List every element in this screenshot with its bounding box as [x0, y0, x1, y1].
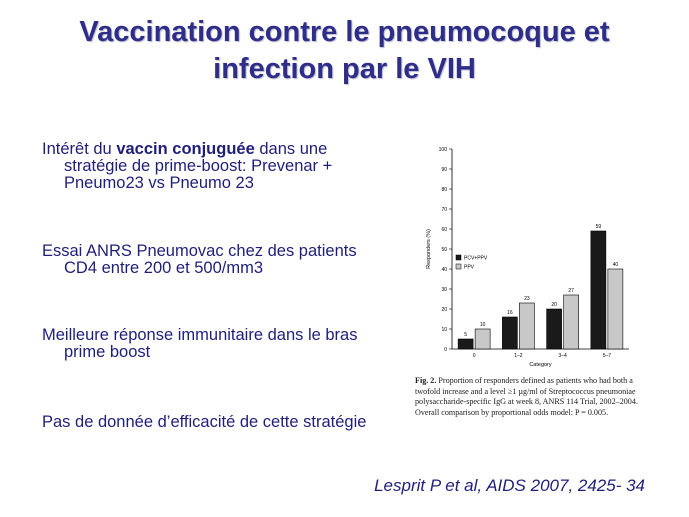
x-tick-label: 0 [473, 353, 476, 359]
data-label: 23 [524, 296, 530, 302]
bar-pcv-ppv-2 [502, 316, 518, 350]
bullet-4-text: Pas de donnée d’efficacité de cette stra… [42, 413, 367, 431]
y-tick-label: 100 [439, 147, 448, 153]
bullet-item-2: Essai ANRS Pneumovac chez des patients C… [42, 243, 394, 277]
x-tick-label: 3–4 [558, 353, 567, 359]
y-tick-label: 20 [441, 307, 447, 313]
bullet-3-text: Meilleure réponse immunitaire dans le br… [42, 326, 358, 361]
x-tick-label: 1–2 [514, 353, 523, 359]
bar-ppv-3 [563, 294, 579, 350]
bullet-1-emphasis: vaccin conjuguée [116, 140, 255, 158]
bullet-item-1: Intérêt du vaccin conjuguée dans une str… [42, 141, 394, 192]
bullet-1-text-start: Intérêt du [42, 140, 117, 158]
data-label: 16 [507, 310, 513, 316]
data-label: 20 [551, 302, 557, 308]
figure-caption: Fig. 2. Proportion of responders defined… [415, 376, 647, 418]
title-line-2: infection par le VIH [213, 53, 476, 85]
bar-ppv-1 [474, 328, 491, 350]
title-line-1: Vaccination contre le pneumocoque et [79, 16, 610, 48]
caption-label: Fig. 2. [415, 376, 437, 385]
data-label: 40 [613, 262, 619, 268]
data-label: 10 [480, 322, 486, 328]
y-tick-label: 60 [441, 227, 447, 233]
y-tick-label: 10 [441, 327, 447, 333]
y-axis-label: Responders (%) [426, 229, 432, 269]
bar-pcv-ppv-4 [590, 230, 607, 350]
bar-ppv-2 [519, 302, 535, 350]
y-tick-label: 70 [441, 207, 447, 213]
y-tick-label: 0 [444, 347, 447, 353]
slide-title: Vaccination contre le pneumocoque et inf… [0, 14, 689, 88]
bullet-item-3: Meilleure réponse immunitaire dans le br… [42, 327, 394, 361]
data-label: 5 [464, 332, 467, 338]
data-label: 27 [568, 288, 574, 294]
y-tick-label: 30 [441, 287, 447, 293]
legend-label: PCV+PPV [464, 256, 488, 262]
caption-text: Proportion of responders defined as pati… [415, 376, 638, 417]
legend-label: PPV [464, 265, 475, 271]
bar-ppv-4 [607, 268, 624, 350]
y-tick-label: 90 [441, 167, 447, 173]
y-tick-label: 40 [441, 267, 447, 273]
bullet-2-text: Essai ANRS Pneumovac chez des patients C… [42, 242, 357, 277]
x-tick-label: 5–7 [603, 353, 612, 359]
x-axis-label: Category [529, 362, 552, 368]
legend-swatch [455, 263, 462, 270]
legend-swatch [455, 254, 462, 261]
bullet-item-4: Pas de donnée d’efficacité de cette stra… [42, 414, 394, 431]
data-label: 59 [596, 224, 602, 230]
citation: Lesprit P et al, AIDS 2007, 2425- 34 [374, 476, 645, 495]
figure-panel: 0 10 20 30 40 50 60 70 80 90 100 Responders (%) 5 10 0… [407, 142, 649, 432]
bar-pcv-ppv-3 [546, 308, 562, 350]
y-tick-label: 80 [441, 187, 447, 193]
bullet-1-text-end: dans une stratégie de prime-boost: Preve… [64, 140, 333, 192]
y-tick-label: 50 [441, 247, 447, 253]
bar-pcv-ppv-1 [457, 338, 474, 350]
